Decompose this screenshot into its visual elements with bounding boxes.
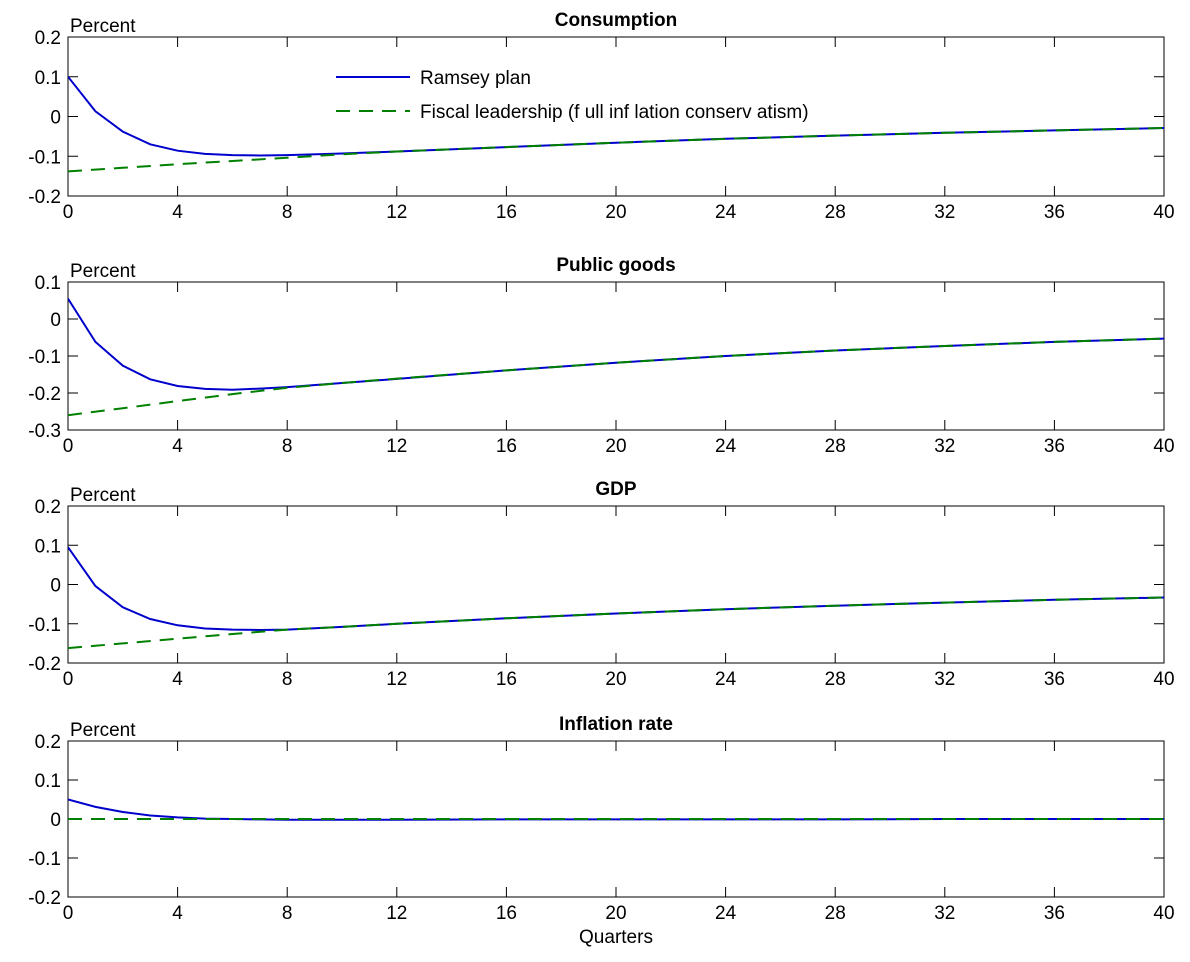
series-line-fiscal-leadership-f-ull-inf-lation-conserv-atism <box>68 127 1164 173</box>
y-tick-label: 0.2 <box>35 28 61 49</box>
x-tick-label: 32 <box>934 436 955 457</box>
y-tick-label: 0.1 <box>35 771 61 792</box>
y-tick-label: 0 <box>50 810 61 831</box>
y-tick-label: 0 <box>50 310 61 331</box>
y-axis-label: Percent <box>70 485 136 506</box>
legend-label-ramsey-plan: Ramsey plan <box>420 68 531 89</box>
series-line-ramsey-plan <box>68 798 1164 821</box>
legend: Ramsey plan Fiscal leadership (f ull inf … <box>336 68 809 123</box>
x-tick-label: 12 <box>386 202 407 223</box>
y-axis-label: Percent <box>70 720 136 741</box>
x-tick-label: 20 <box>605 436 626 457</box>
x-tick-label: 8 <box>282 903 293 924</box>
panel-title: GDP <box>595 479 637 500</box>
x-tick-label: 12 <box>386 436 407 457</box>
x-tick-label: 16 <box>496 669 517 690</box>
x-tick-label: 20 <box>605 202 626 223</box>
x-tick-label: 40 <box>1153 202 1174 223</box>
x-tick-label: 16 <box>496 903 517 924</box>
x-tick-label: 28 <box>825 436 846 457</box>
x-tick-label: 28 <box>825 202 846 223</box>
x-tick-label: 12 <box>386 903 407 924</box>
x-tick-label: 24 <box>715 669 737 690</box>
y-tick-label: 0.2 <box>35 497 61 518</box>
y-tick-label: 0.1 <box>35 68 61 89</box>
x-tick-label: 24 <box>715 202 737 223</box>
series-line-ramsey-plan <box>68 298 1164 391</box>
y-tick-label: 0 <box>50 576 61 597</box>
x-tick-label: 4 <box>172 903 183 924</box>
series-line-fiscal-leadership-f-ull-inf-lation-conserv-atism <box>68 337 1164 417</box>
x-tick-label: 36 <box>1044 202 1065 223</box>
x-tick-label: 20 <box>605 903 626 924</box>
y-tick-label: -0.3 <box>28 421 61 442</box>
x-tick-label: 8 <box>282 669 293 690</box>
plot-frame <box>67 505 1165 664</box>
panel-public-goods: 0 4 8 12 16 20 24 28 32 36 40 -0.3 -0.2 -0.1 0 0.1 Publi… <box>28 255 1174 457</box>
y-tick-label: 0 <box>50 108 61 129</box>
y-tick-label: -0.2 <box>28 888 61 909</box>
plot-frame <box>67 281 1165 431</box>
y-axis-label: Percent <box>70 16 136 37</box>
panel-consumption: 0 4 8 12 16 20 24 28 32 36 40 -0.2 -0.1 0 0.1 0.2 Consum… <box>28 10 1174 223</box>
y-tick-label: -0.2 <box>28 654 61 675</box>
panel-gdp: 0 4 8 12 16 20 24 28 32 36 40 -0.2 -0.1 0 0.1 0.2 GDP Per… <box>28 479 1174 690</box>
x-tick-label: 32 <box>934 669 955 690</box>
y-tick-label: 0.1 <box>35 273 61 294</box>
x-axis-label: Quarters <box>579 927 653 948</box>
x-tick-label: 12 <box>386 669 407 690</box>
series-line-fiscal-leadership-f-ull-inf-lation-conserv-atism <box>68 596 1164 650</box>
panel-inflation-rate: 0 4 8 12 16 20 24 28 32 36 40 -0.2 -0.1 0 0.1 0.2 Inflat… <box>28 714 1174 948</box>
x-tick-label: 16 <box>496 436 517 457</box>
x-tick-label: 40 <box>1153 436 1174 457</box>
x-tick-label: 0 <box>63 669 74 690</box>
panel-title: Inflation rate <box>559 714 673 735</box>
x-tick-label: 32 <box>934 903 955 924</box>
x-tick-label: 8 <box>282 202 293 223</box>
x-tick-label: 0 <box>63 436 74 457</box>
y-axis-label: Percent <box>70 261 136 282</box>
x-tick-label: 36 <box>1044 436 1065 457</box>
x-tick-label: 20 <box>605 669 626 690</box>
x-tick-label: 32 <box>934 202 955 223</box>
x-tick-label: 28 <box>825 903 846 924</box>
y-tick-label: -0.2 <box>28 187 61 208</box>
series-line-ramsey-plan <box>68 546 1164 632</box>
y-tick-label: -0.2 <box>28 384 61 405</box>
x-tick-label: 40 <box>1153 903 1174 924</box>
x-tick-label: 40 <box>1153 669 1174 690</box>
y-tick-label: -0.1 <box>28 147 61 168</box>
y-tick-label: -0.1 <box>28 615 61 636</box>
panel-title: Public goods <box>556 255 675 276</box>
x-tick-label: 0 <box>63 202 74 223</box>
x-tick-label: 36 <box>1044 903 1065 924</box>
x-tick-label: 24 <box>715 436 737 457</box>
x-tick-label: 24 <box>715 903 737 924</box>
legend-label-fiscal-leadership-f-ull-inf-lation-conserv-atism: Fiscal leadership (f ull inf lation cons… <box>420 102 809 123</box>
y-tick-label: 0.2 <box>35 732 61 753</box>
y-tick-label: -0.1 <box>28 849 61 870</box>
x-tick-label: 16 <box>496 202 517 223</box>
x-tick-label: 4 <box>172 669 183 690</box>
x-tick-label: 28 <box>825 669 846 690</box>
panel-title: Consumption <box>555 10 677 31</box>
x-tick-label: 8 <box>282 436 293 457</box>
x-tick-label: 4 <box>172 436 183 457</box>
x-tick-label: 36 <box>1044 669 1065 690</box>
y-tick-label: 0.1 <box>35 536 61 557</box>
x-tick-label: 4 <box>172 202 183 223</box>
y-tick-label: -0.1 <box>28 347 61 368</box>
x-tick-label: 0 <box>63 903 74 924</box>
